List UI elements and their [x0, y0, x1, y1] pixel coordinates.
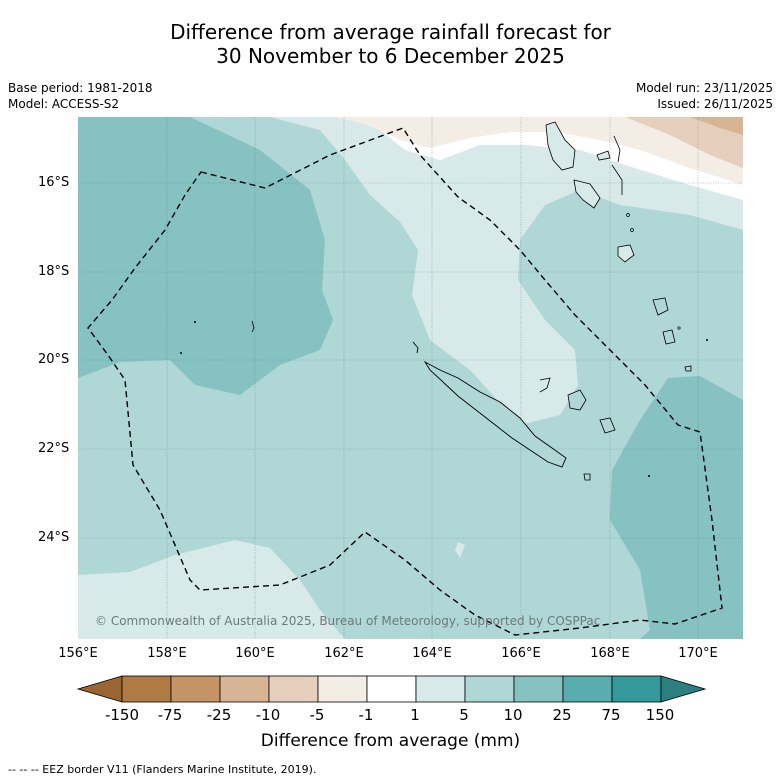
islet [194, 321, 196, 323]
title-line-1: Difference from average rainfall forecas… [170, 20, 611, 44]
colorbar-label: -10 [255, 706, 281, 724]
colorbar-label: 150 [645, 706, 675, 724]
lon-tick: 158°E [147, 646, 187, 661]
colorbar [76, 675, 707, 703]
mare [599, 417, 616, 434]
lon-tick: 164°E [412, 646, 452, 661]
rainfall-field [78, 117, 743, 639]
copyright-notice: © Commonwealth of Australia 2025, Bureau… [95, 614, 601, 628]
new-caledonia-grande-terre [423, 360, 567, 468]
colorbar-swatch [317, 675, 368, 703]
vanuatu-espiritu-santo [545, 121, 576, 171]
vanuatu-maewo [613, 135, 621, 163]
colorbar-swatch [513, 675, 564, 703]
eez-border [87, 127, 723, 636]
islet [648, 475, 650, 477]
vanuatu-aneityum [684, 365, 692, 372]
chart-title: Difference from average rainfall forecas… [0, 20, 781, 68]
band-1-5-southwest [78, 540, 345, 639]
shoal-patch [455, 542, 465, 558]
vanuatu-efate [617, 244, 635, 263]
model-name: Model: ACCESS-S2 [8, 97, 120, 111]
colorbar-swatch [562, 675, 613, 703]
title-line-2: 30 November to 6 December 2025 [216, 44, 565, 68]
colorbar-swatch [219, 675, 270, 703]
vanuatu-ambae [596, 150, 611, 161]
colorbar-label: -1 [358, 706, 374, 724]
colorbar-label: 75 [601, 706, 621, 724]
colorbar-label: 10 [503, 706, 523, 724]
eez-legend: -- -- -- EEZ border V11 (Flanders Marine… [8, 763, 317, 776]
meta-left: Base period: 1981-2018 Model: ACCESS-S2 [8, 80, 153, 112]
islet [180, 352, 182, 354]
lon-tick: 166°E [501, 646, 541, 661]
band-10-25-east [610, 376, 743, 639]
lon-tick: 160°E [235, 646, 275, 661]
colorbar-swatch [366, 675, 417, 703]
colorbar-swatch [464, 675, 515, 703]
gridlines [78, 117, 743, 639]
model-run: Model run: 23/11/2025 [635, 81, 773, 95]
colorbar-title: Difference from average (mm) [260, 731, 521, 751]
base-period: Base period: 1981-2018 [8, 81, 153, 95]
islet [626, 213, 630, 217]
lon-tick: 156°E [58, 646, 98, 661]
colorbar-label: -25 [206, 706, 232, 724]
colorbar-label: 1 [410, 706, 420, 724]
belep-islands [412, 341, 419, 354]
issued-date: Issued: 26/11/2025 [657, 97, 773, 111]
lifou [567, 389, 587, 411]
vanuatu-pentecost [611, 164, 623, 195]
vanuatu-tanna [662, 329, 676, 345]
lat-tick: 16°S [38, 175, 70, 190]
meta-right: Model run: 23/11/2025 Issued: 26/11/2025 [636, 80, 773, 112]
islet [706, 339, 708, 341]
lat-tick: 18°S [38, 264, 70, 279]
vanuatu-malakula [573, 179, 601, 209]
ouvea [539, 377, 551, 393]
band-minus10-minus25 [690, 117, 743, 135]
islet [630, 228, 634, 232]
lon-tick: 168°E [590, 646, 630, 661]
lon-tick: 170°E [678, 646, 718, 661]
lon-tick: 162°E [324, 646, 364, 661]
colorbar-extend-high [660, 675, 707, 703]
isle-of-pines [583, 473, 591, 481]
band-minus1-minus5 [335, 117, 743, 185]
colorbar-extend-low [76, 675, 123, 703]
vanuatu-erromango [652, 297, 669, 316]
colorbar-label: -75 [157, 706, 183, 724]
band-minus5-minus10 [625, 117, 743, 168]
lat-tick: 24°S [38, 530, 70, 545]
colorbar-swatch [268, 675, 319, 703]
colorbar-swatch [170, 675, 221, 703]
colorbar-swatch [415, 675, 466, 703]
colorbar-label: 5 [459, 706, 469, 724]
lat-tick: 20°S [38, 352, 70, 367]
chesterfield-islet [251, 320, 255, 333]
colorbar-swatch [121, 675, 172, 703]
colorbar-label: -150 [104, 706, 140, 724]
lat-tick: 22°S [38, 441, 70, 456]
islet [677, 326, 681, 330]
colorbar-label: 25 [552, 706, 572, 724]
band-1-5-central [270, 117, 743, 425]
colorbar-swatch [611, 675, 662, 703]
colorbar-label: -5 [309, 706, 325, 724]
